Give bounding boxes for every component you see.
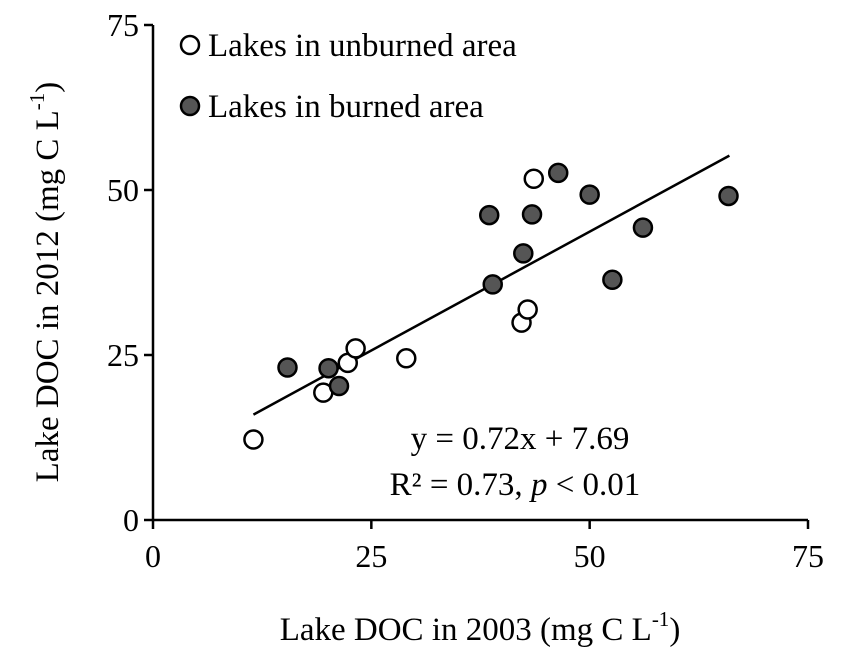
point-unburned — [243, 429, 264, 450]
x-tick-label: 0 — [145, 538, 161, 574]
point-unburned — [345, 338, 366, 359]
axes — [151, 25, 808, 522]
y-tick-label: 25 — [107, 337, 139, 373]
x-tick-label: 75 — [792, 538, 824, 574]
y-tick-label: 0 — [123, 502, 139, 538]
point-burned — [521, 204, 543, 225]
point-burned — [328, 375, 350, 397]
point-burned — [632, 217, 654, 238]
point-unburned — [396, 348, 417, 369]
point-burned — [478, 204, 500, 226]
equation-annotation: y = 0.72x + 7.69 — [411, 421, 630, 457]
point-burned — [318, 357, 339, 379]
point-burned — [718, 185, 739, 207]
points-group — [243, 162, 739, 450]
legend-marker-burned — [179, 95, 201, 117]
r-squared-annotation: R² = 0.73, p < 0.01 — [390, 467, 641, 503]
y-tick-label: 50 — [107, 172, 139, 208]
point-burned — [513, 243, 534, 264]
legend-label-unburned: Lakes in unburned area — [208, 28, 517, 64]
y-axis-title: Lake DOC in 2012 (mg C L-1) — [25, 82, 66, 483]
point-burned — [482, 274, 503, 295]
point-unburned — [517, 299, 538, 320]
y-tick-label: 75 — [107, 7, 139, 43]
ticks: 0 25 50 75 0 25 50 75 — [107, 7, 824, 574]
x-tick-label: 25 — [355, 538, 387, 574]
point-burned — [547, 162, 569, 184]
point-burned — [579, 184, 600, 205]
point-burned — [602, 269, 623, 291]
legend-marker-unburned — [179, 34, 201, 56]
x-tick-label: 50 — [574, 538, 606, 574]
legend: Lakes in unburned area Lakes in burned a… — [179, 28, 517, 125]
point-unburned — [523, 168, 545, 190]
legend-label-burned: Lakes in burned area — [208, 89, 484, 125]
point-burned — [277, 357, 298, 378]
x-axis-title: Lake DOC in 2003 (mg C L-1) — [280, 607, 681, 648]
